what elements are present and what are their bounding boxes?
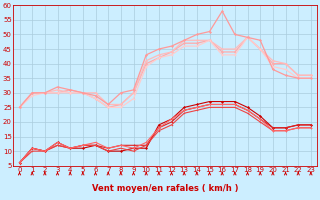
X-axis label: Vent moyen/en rafales ( km/h ): Vent moyen/en rafales ( km/h )	[92, 184, 238, 193]
